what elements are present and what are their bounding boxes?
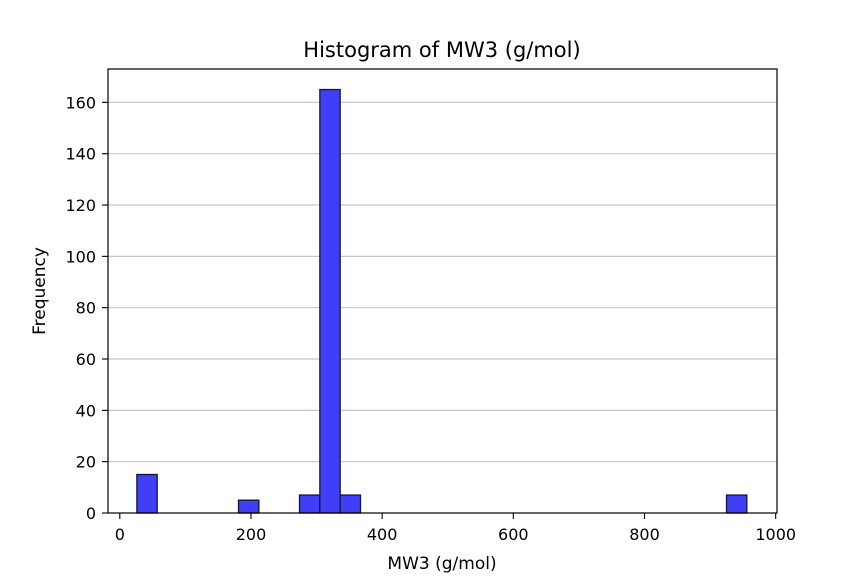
- y-tick-label: 100: [65, 247, 96, 266]
- y-tick-label: 140: [65, 145, 96, 164]
- x-tick-label: 200: [236, 525, 267, 544]
- x-tick-label: 1000: [755, 525, 796, 544]
- histogram-bar: [319, 88, 341, 514]
- y-axis-label: Frequency: [30, 247, 50, 335]
- histogram-bar: [298, 494, 321, 514]
- chart-title: Histogram of MW3 (g/mol): [303, 38, 580, 62]
- y-tick-label: 0: [86, 504, 96, 523]
- grid-lines: [108, 101, 777, 463]
- x-tick-label: 400: [367, 525, 398, 544]
- x-axis-ticks: 0 200 400 600 800 1000: [115, 513, 796, 544]
- histogram-bar: [237, 499, 260, 514]
- histogram-bars: [136, 88, 748, 514]
- histogram-bar: [725, 494, 748, 514]
- y-tick-label: 80: [76, 299, 96, 318]
- x-tick-label: 0: [115, 525, 125, 544]
- y-tick-label: 120: [65, 196, 96, 215]
- y-axis-ticks: 0 20 40 60 80 100 120 140 160: [65, 93, 108, 523]
- x-tick-label: 800: [629, 525, 660, 544]
- plot-frame: [107, 68, 778, 514]
- histogram-bar: [136, 473, 158, 514]
- histogram-bar: [339, 494, 362, 514]
- x-axis-label: MW3 (g/mol): [387, 554, 496, 574]
- y-tick-label: 40: [76, 401, 96, 420]
- x-tick-label: 600: [498, 525, 529, 544]
- y-tick-label: 20: [76, 453, 96, 472]
- y-tick-label: 60: [76, 350, 96, 369]
- y-tick-label: 160: [65, 93, 96, 112]
